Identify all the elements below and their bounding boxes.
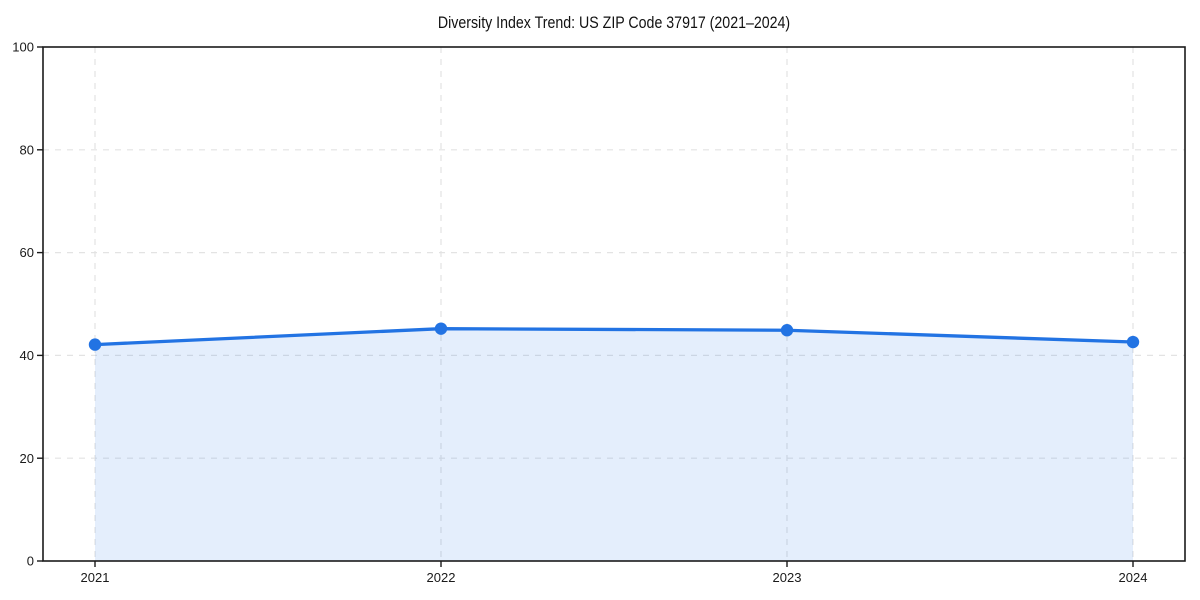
y-tick-label-80: 80 <box>20 142 34 157</box>
y-tick-label-40: 40 <box>20 348 34 363</box>
data-point-2021 <box>88 338 102 351</box>
x-tick-label-2024: 2024 <box>1119 570 1148 585</box>
x-tick-label-2022: 2022 <box>427 570 456 585</box>
y-tick-label-100: 100 <box>12 40 34 55</box>
data-point-2023 <box>780 324 794 337</box>
x-tick-label-2021: 2021 <box>81 570 110 585</box>
y-tick-label-0: 0 <box>27 554 34 569</box>
data-point-2022 <box>434 322 448 335</box>
x-tick-label-2023: 2023 <box>773 570 802 585</box>
y-tick-label-20: 20 <box>20 451 34 466</box>
trend-line <box>93 327 1135 347</box>
plot-border <box>42 46 1186 562</box>
data-point-2024 <box>1126 335 1140 349</box>
chart-title: Diversity Index Trend: US ZIP Code 37917… <box>437 14 791 32</box>
y-tick-label-60: 60 <box>20 245 34 260</box>
area-fill <box>95 328 1133 561</box>
